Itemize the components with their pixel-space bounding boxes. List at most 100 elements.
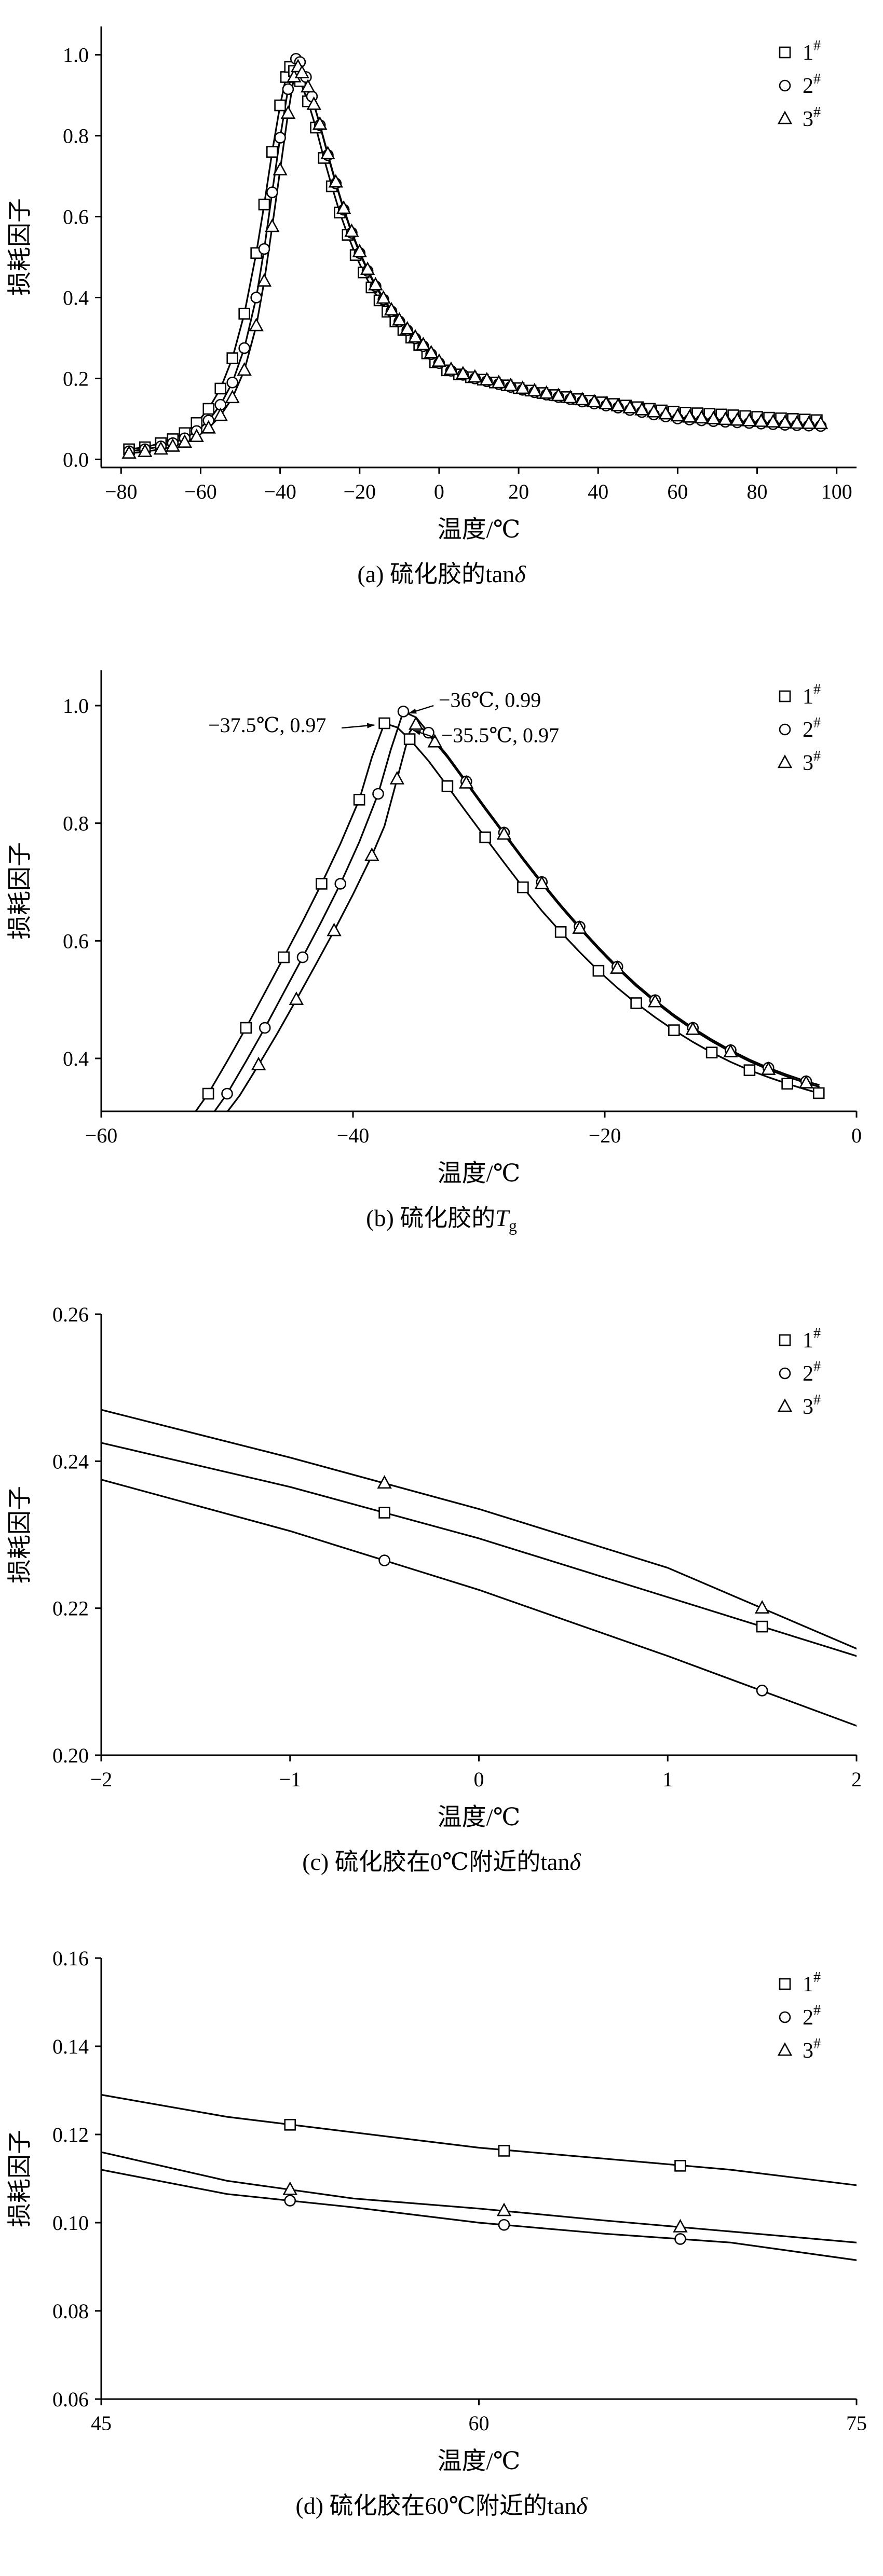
svg-text:0.4: 0.4	[63, 1047, 89, 1070]
svg-text:0.0: 0.0	[63, 448, 89, 471]
svg-text:1#: 1#	[803, 682, 821, 709]
chart-c-tan-delta-0c: −2 −1 0 1 2 0.20 0.22 0.24 0.26 温度/℃ 损耗因子 1# 2# 3#	[7, 1303, 862, 1831]
svg-text:2#: 2#	[803, 715, 821, 742]
svg-text:0.08: 0.08	[52, 2299, 89, 2323]
svg-text:−80: −80	[105, 480, 138, 503]
svg-text:0.8: 0.8	[63, 812, 89, 835]
svg-text:2#: 2#	[803, 1359, 821, 1386]
caption-d-italic: δ	[576, 2492, 588, 2519]
series-3-markers	[121, 59, 828, 459]
series-3-line	[101, 1409, 857, 1650]
panel-a: −80 −60 −40 −20 0 20 40 60 80 100 0.0 0.2 0.4 0.6 0.8 1…	[0, 0, 883, 644]
chart-d-tan-delta-60c: 45 60 75 0.06 0.08 0.10 0.12 0.14 0.16 温度/℃ 损耗因子 1#…	[7, 1947, 867, 2475]
svg-text:−60: −60	[85, 1124, 118, 1147]
svg-text:80: 80	[747, 480, 768, 503]
svg-text:0: 0	[851, 1124, 862, 1147]
x-axis-title: 温度/℃	[438, 1804, 521, 1831]
caption-b-text: (b) 硫化胶的	[366, 1205, 496, 1231]
legend-item-2: 2#	[779, 1359, 821, 1386]
panel-c: −2 −1 0 1 2 0.20 0.22 0.24 0.26 温度/℃ 损耗因子 1# 2# 3# (c…	[0, 1288, 883, 1932]
legend-item-2: 2#	[779, 71, 821, 98]
svg-text:0: 0	[434, 480, 444, 503]
series-2-markers	[378, 1554, 768, 1697]
legend-item-1: 1#	[779, 1969, 821, 1996]
tick-labels: −80 −60 −40 −20 0 20 40 60 80 100 0.0 0.2 0.4 0.6 0.8 1…	[63, 44, 852, 503]
svg-text:60: 60	[667, 480, 688, 503]
caption-d: (d) 硫化胶在60℃附近的tanδ	[0, 2492, 883, 2527]
legend-item-3: 3#	[777, 104, 821, 131]
svg-text:0.16: 0.16	[52, 1947, 89, 1970]
legend: 1# 2# 3#	[777, 1326, 821, 1419]
series-2-markers	[284, 2195, 686, 2245]
svg-text:0.24: 0.24	[52, 1450, 89, 1473]
svg-text:0.14: 0.14	[52, 2035, 89, 2058]
plot-area	[101, 1409, 857, 1727]
caption-c: (c) 硫化胶在0℃附近的tanδ	[0, 1848, 883, 1883]
svg-text:0.6: 0.6	[63, 929, 89, 953]
series-2-markers	[221, 706, 812, 1100]
series-2-line	[101, 2169, 857, 2261]
legend-item-1: 1#	[779, 1326, 821, 1353]
legend: 1# 2# 3#	[777, 1969, 821, 2063]
svg-text:0.20: 0.20	[52, 1744, 89, 1767]
chart-b-tg: −60 −40 −20 0 0.4 0.6 0.8 1.0 温度/℃ 损耗因子 1# 2# 3# −36℃…	[7, 670, 862, 1187]
series-1-markers	[123, 61, 823, 456]
series-1-line	[194, 722, 820, 1111]
svg-text:0: 0	[474, 1768, 484, 1791]
series-1-line	[101, 1442, 857, 1657]
svg-text:−60: −60	[184, 480, 217, 503]
legend-item-3: 3#	[777, 1392, 821, 1419]
svg-text:3#: 3#	[803, 1392, 821, 1419]
legend: 1# 2# 3#	[777, 682, 821, 775]
series-2-line	[101, 1479, 857, 1727]
x-axis-title: 温度/℃	[438, 516, 521, 543]
svg-text:45: 45	[91, 2412, 112, 2435]
legend: 1# 2# 3#	[777, 38, 821, 131]
series-3-markers	[377, 1475, 770, 1614]
svg-text:0.12: 0.12	[52, 2123, 89, 2146]
svg-text:−36℃, 0.99: −36℃, 0.99	[439, 688, 541, 711]
svg-text:3#: 3#	[803, 2036, 821, 2063]
svg-text:0.6: 0.6	[63, 205, 89, 229]
plot-area	[101, 2093, 857, 2261]
axes	[95, 1313, 858, 1761]
svg-text:−35.5℃, 0.97: −35.5℃, 0.97	[441, 723, 559, 747]
caption-b: (b) 硫化胶的Tg	[0, 1204, 883, 1239]
y-axis-title: 损耗因子	[7, 198, 34, 296]
caption-a-text: (a) 硫化胶的tan	[357, 561, 515, 587]
svg-text:−2: −2	[90, 1768, 113, 1791]
panel-b: −60 −40 −20 0 0.4 0.6 0.8 1.0 温度/℃ 损耗因子 1# 2# 3# −36℃…	[0, 644, 883, 1288]
series-3-markers	[282, 2181, 688, 2233]
annotation-0: −36℃, 0.99	[408, 688, 541, 714]
caption-d-text: (d) 硫化胶在60℃附近的tan	[295, 2492, 577, 2519]
series-3-markers	[251, 716, 814, 1089]
svg-text:0.10: 0.10	[52, 2211, 89, 2235]
chart-a-tan-delta: −80 −60 −40 −20 0 20 40 60 80 100 0.0 0.2 0.4 0.6 0.8 1…	[7, 26, 857, 543]
plot-area	[194, 706, 825, 1111]
svg-text:60: 60	[469, 2412, 490, 2435]
plot-area	[121, 53, 828, 459]
series-2-line	[213, 710, 820, 1111]
svg-text:−1: −1	[279, 1768, 301, 1791]
legend-item-1: 1#	[779, 38, 821, 65]
svg-text:−40: −40	[337, 1124, 370, 1147]
svg-text:−20: −20	[343, 480, 376, 503]
legend-item-3: 3#	[777, 2036, 821, 2063]
series-3-line	[101, 2151, 857, 2243]
annotation-1: −37.5℃, 0.97	[208, 713, 375, 737]
svg-text:2#: 2#	[803, 71, 821, 98]
axes	[95, 1957, 858, 2405]
tick-labels: 45 60 75 0.06 0.08 0.10 0.12 0.14 0.16	[52, 1947, 867, 2435]
svg-text:−20: −20	[589, 1124, 621, 1147]
svg-text:0.2: 0.2	[63, 367, 89, 390]
panel-d: 45 60 75 0.06 0.08 0.10 0.12 0.14 0.16 温度/℃ 损耗因子 1#…	[0, 1932, 883, 2575]
svg-text:2: 2	[851, 1768, 862, 1791]
svg-text:3#: 3#	[803, 748, 821, 775]
x-axis-title: 温度/℃	[438, 2448, 521, 2475]
svg-text:1: 1	[662, 1768, 673, 1791]
series-1-markers	[202, 717, 825, 1100]
svg-text:1#: 1#	[803, 38, 821, 65]
svg-text:0.4: 0.4	[63, 286, 89, 309]
y-axis-title: 损耗因子	[7, 2130, 34, 2227]
svg-text:3#: 3#	[803, 104, 821, 131]
